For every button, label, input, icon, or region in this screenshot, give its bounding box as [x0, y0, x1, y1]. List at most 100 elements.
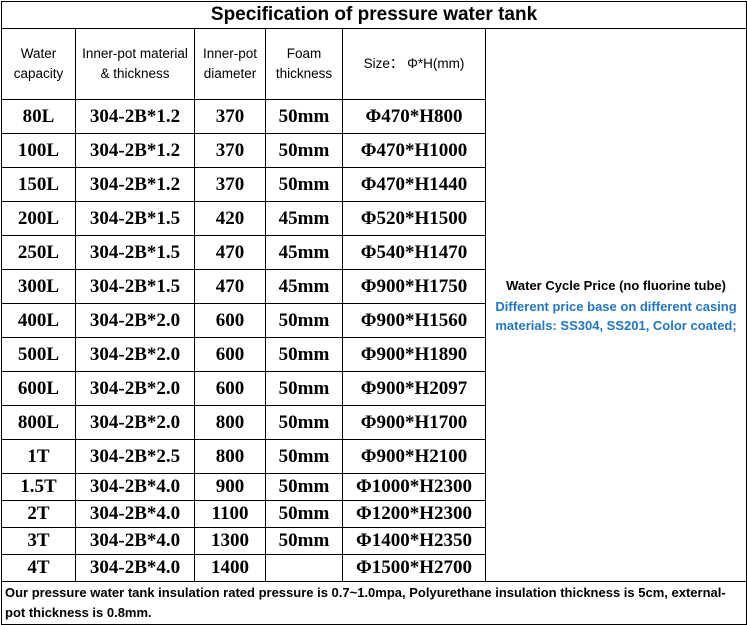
cell-size: Φ1000*H2300: [342, 473, 486, 501]
cell-diameter: 600: [194, 337, 266, 372]
cell-size: Φ900*H1890: [342, 337, 486, 372]
header-inner-pot-material: Inner-pot material & thickness: [75, 28, 195, 100]
cell-size: Φ470*H1440: [342, 167, 486, 202]
footer-note: Our pressure water tank insulation rated…: [0, 581, 747, 625]
cell-diameter: 1100: [194, 500, 266, 528]
cell-material: 304-2B*4.0: [75, 500, 195, 528]
header-size: Size： Φ*H(mm): [342, 28, 486, 100]
cell-diameter: 1400: [194, 554, 266, 582]
cell-diameter: 1300: [194, 527, 266, 555]
cell-diameter: 470: [194, 269, 266, 304]
table-row: 3T 304-2B*4.0 1300 50mm Φ1400*H2350: [1, 527, 747, 555]
title-row: Specification of pressure water tank: [0, 1, 747, 29]
cell-water-capacity: 400L: [1, 303, 76, 338]
cell-size: Φ1200*H2300: [342, 500, 486, 528]
cell-size: Φ470*H1000: [342, 133, 486, 168]
cell-diameter: 420: [194, 201, 266, 236]
cell-size: Φ900*H2100: [342, 439, 486, 474]
table-row: 1T 304-2B*2.5 800 50mm Φ900*H2100: [1, 439, 747, 474]
cell-diameter: 370: [194, 133, 266, 168]
cell-material: 304-2B*1.2: [75, 99, 195, 134]
cell-size: Φ470*H800: [342, 99, 486, 134]
price-note-detail: Different price base on different casing…: [495, 298, 737, 333]
cell-size: Φ900*H1560: [342, 303, 486, 338]
table-row: 150L 304-2B*1.2 370 50mm Φ470*H1440: [1, 167, 747, 202]
header-inner-pot-diameter: Inner-pot diameter: [194, 28, 266, 100]
cell-diameter: 900: [194, 473, 266, 501]
cell-diameter: 370: [194, 99, 266, 134]
cell-material: 304-2B*2.0: [75, 405, 195, 440]
cell-water-capacity: 1T: [1, 439, 76, 474]
cell-foam-thickness: 45mm: [265, 235, 343, 270]
header-row: Water capacity Inner-pot material & thic…: [1, 28, 747, 582]
cell-water-capacity: 250L: [1, 235, 76, 270]
cell-water-capacity: 1.5T: [1, 473, 76, 501]
cell-size: Φ900*H1750: [342, 269, 486, 304]
cell-foam-thickness: 50mm: [265, 439, 343, 474]
cell-foam-thickness: 45mm: [265, 201, 343, 236]
cell-foam-thickness: 45mm: [265, 269, 343, 304]
table-row: 2T 304-2B*4.0 1100 50mm Φ1200*H2300: [1, 500, 747, 528]
cell-water-capacity: 500L: [1, 337, 76, 372]
header-water-capacity: Water capacity: [1, 28, 76, 100]
cell-water-capacity: 200L: [1, 201, 76, 236]
cell-material: 304-2B*1.2: [75, 167, 195, 202]
cell-water-capacity: 600L: [1, 371, 76, 406]
cell-foam-thickness: [265, 554, 343, 582]
cell-water-capacity: 80L: [1, 99, 76, 134]
cell-foam-thickness: 50mm: [265, 473, 343, 501]
table-row: 600L 304-2B*2.0 600 50mm Φ900*H2097: [1, 371, 747, 406]
cell-material: 304-2B*1.5: [75, 269, 195, 304]
cell-size: Φ900*H1700: [342, 405, 486, 440]
cell-water-capacity: 2T: [1, 500, 76, 528]
cell-size: Φ520*H1500: [342, 201, 486, 236]
cell-foam-thickness: 50mm: [265, 337, 343, 372]
table-row: 100L 304-2B*1.2 370 50mm Φ470*H1000: [1, 133, 747, 168]
cell-size: Φ540*H1470: [342, 235, 486, 270]
cell-foam-thickness: 50mm: [265, 99, 343, 134]
cell-diameter: 600: [194, 371, 266, 406]
cell-material: 304-2B*1.2: [75, 133, 195, 168]
cell-size: Φ1400*H2350: [342, 527, 486, 555]
cell-water-capacity: 150L: [1, 167, 76, 202]
table-row: 800L 304-2B*2.0 800 50mm Φ900*H1700: [1, 405, 747, 440]
cell-material: 304-2B*2.0: [75, 337, 195, 372]
cell-diameter: 800: [194, 439, 266, 474]
cell-diameter: 800: [194, 405, 266, 440]
table-title: Specification of pressure water tank: [0, 1, 747, 29]
cell-diameter: 600: [194, 303, 266, 338]
cell-water-capacity: 800L: [1, 405, 76, 440]
table-row: 4T 304-2B*4.0 1400 Φ1500*H2700: [1, 554, 747, 582]
cell-foam-thickness: 50mm: [265, 303, 343, 338]
table-row: 80L 304-2B*1.2 370 50mm Φ470*H800: [1, 99, 747, 134]
cell-water-capacity: 100L: [1, 133, 76, 168]
cell-material: 304-2B*4.0: [75, 527, 195, 555]
cell-material: 304-2B*4.0: [75, 473, 195, 501]
cell-foam-thickness: 50mm: [265, 371, 343, 406]
cell-water-capacity: 4T: [1, 554, 76, 582]
cell-material: 304-2B*2.5: [75, 439, 195, 474]
cell-material: 304-2B*1.5: [75, 235, 195, 270]
cell-size: Φ900*H2097: [342, 371, 486, 406]
table-row: 200L 304-2B*1.5 420 45mm Φ520*H1500: [1, 201, 747, 236]
cell-water-capacity: 3T: [1, 527, 76, 555]
cell-foam-thickness: 50mm: [265, 500, 343, 528]
footer-row: Our pressure water tank insulation rated…: [0, 581, 747, 625]
cell-material: 304-2B*1.5: [75, 201, 195, 236]
cell-foam-thickness: 50mm: [265, 527, 343, 555]
price-note-cell: Water Cycle Price (no fluorine tube) Dif…: [484, 28, 747, 582]
cell-material: 304-2B*2.0: [75, 303, 195, 338]
cell-material: 304-2B*2.0: [75, 371, 195, 406]
cell-foam-thickness: 50mm: [265, 405, 343, 440]
cell-water-capacity: 300L: [1, 269, 76, 304]
cell-diameter: 370: [194, 167, 266, 202]
cell-foam-thickness: 50mm: [265, 167, 343, 202]
price-note-title: Water Cycle Price (no fluorine tube): [506, 277, 726, 293]
cell-diameter: 470: [194, 235, 266, 270]
cell-foam-thickness: 50mm: [265, 133, 343, 168]
table-row: 250L 304-2B*1.5 470 45mm Φ540*H1470: [1, 235, 747, 270]
cell-size: Φ1500*H2700: [342, 554, 486, 582]
table-row: 300L 304-2B*1.5 470 45mm Φ900*H1750: [1, 269, 747, 304]
